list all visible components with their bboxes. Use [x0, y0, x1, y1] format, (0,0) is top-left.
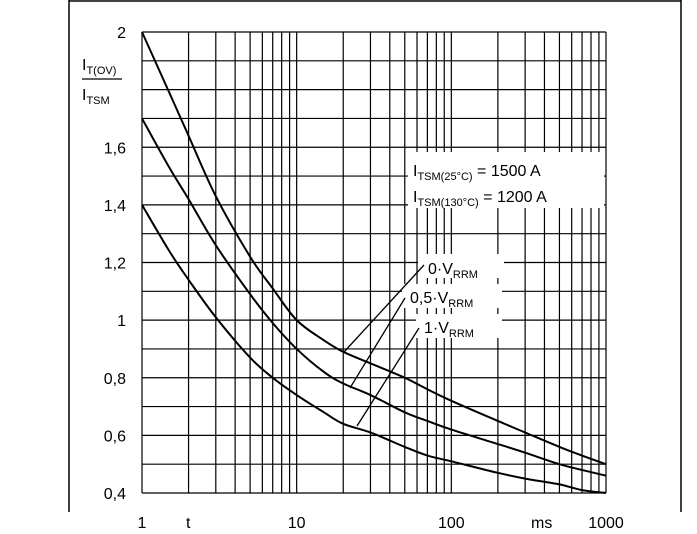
series-group	[141, 31, 607, 494]
x-tick-label: 1000	[588, 515, 624, 532]
series-curve-1	[141, 117, 607, 477]
x-tick-label: 100	[438, 515, 465, 532]
annotation-tsm-130: ITSM(130°C) = 1200 A	[413, 189, 547, 209]
series-label-2-background	[416, 314, 502, 338]
leader-line-0-vrrm	[343, 264, 425, 353]
series-label-0-background	[418, 254, 504, 278]
series-curve-0	[141, 31, 607, 466]
series-label-0-vrrm: 0·VRRM	[428, 261, 478, 281]
y-tick-label: 0,8	[104, 371, 126, 388]
xlabel-symbol: t	[186, 515, 191, 532]
series-label-05-vrrm: 0,5·VRRM	[410, 290, 473, 310]
y-tick-label: 1,2	[104, 256, 126, 273]
ylabel-denominator: ITSM	[82, 87, 110, 107]
y-tick-label: 0,4	[104, 486, 126, 503]
x-tick-label: 1	[138, 515, 147, 532]
x-tick-label: 10	[288, 515, 306, 532]
y-tick-label: 0,6	[104, 428, 126, 445]
outer-frame	[68, 0, 682, 512]
ylabel-numerator: IT(OV)	[82, 57, 116, 77]
y-tick-label: 2	[117, 25, 126, 42]
annotation-tsm-25: ITSM(25°C) = 1500 A	[413, 163, 541, 183]
y-tick-label: 1	[117, 313, 126, 330]
y-tick-label: 1,4	[104, 198, 126, 215]
y-tick-label: 1,6	[104, 140, 126, 157]
xlabel-unit: ms	[531, 515, 552, 532]
series-label-1-background	[402, 284, 502, 308]
leader-line-1-vrrm	[356, 327, 420, 427]
leader-line-05-vrrm	[349, 297, 406, 389]
series-curve-2	[141, 204, 607, 494]
axes: 2 1,6 1,4 1,2 1 0,8 0,6 0,4 1 10 100 1000	[104, 25, 624, 532]
series-label-1-vrrm: 1·VRRM	[424, 320, 474, 340]
annotation-background	[408, 152, 604, 208]
